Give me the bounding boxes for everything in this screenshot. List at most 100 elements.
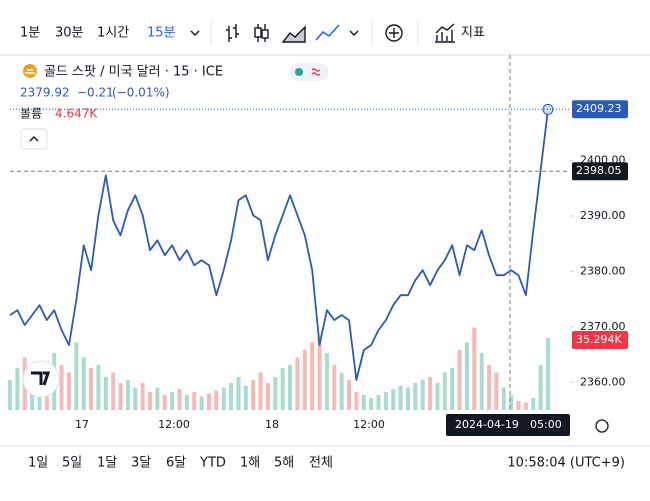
volume-bar <box>118 383 123 410</box>
add-icon[interactable] <box>385 24 403 42</box>
range-button[interactable]: 6달 <box>166 456 186 471</box>
legend-change-pct: (−0.01%) <box>112 86 170 100</box>
volume-value: 4.647K <box>55 107 98 121</box>
crosshair-time: 05:00 <box>530 418 562 431</box>
volume-bar <box>494 372 499 410</box>
volume-label-box <box>572 331 628 349</box>
range-button[interactable]: 1해 <box>240 456 260 471</box>
indicator-icon[interactable] <box>435 23 455 43</box>
y-tick-label: 2380.00 <box>580 264 626 277</box>
volume-bar <box>133 387 138 410</box>
volume-bar <box>81 357 86 410</box>
interval[interactable]: 1시간 <box>97 26 129 41</box>
volume-bar <box>184 395 189 410</box>
volume-bar <box>170 392 175 410</box>
logo <box>31 371 51 386</box>
collapse-icon[interactable] <box>29 136 39 142</box>
range-button[interactable]: 3달 <box>131 456 151 471</box>
volume-bar <box>442 372 447 410</box>
status-pill[interactable] <box>289 63 329 81</box>
candle-icon[interactable] <box>254 27 262 38</box>
volume-bar <box>243 386 248 410</box>
volume-bar <box>428 377 433 410</box>
volume-bar <box>383 392 388 410</box>
crosshair-date: 2024-04-19 <box>455 418 519 431</box>
volume-bar <box>199 396 204 410</box>
volume-bar <box>472 327 477 410</box>
volume-name: 볼륨 <box>20 107 42 121</box>
volume-bar <box>538 365 543 410</box>
volume-bar <box>96 365 101 410</box>
settings-icon[interactable] <box>595 419 609 433</box>
range-button[interactable]: 1달 <box>97 456 117 471</box>
volume-bar <box>162 395 167 410</box>
volume-label: 35.294K <box>576 333 622 346</box>
volume-bar <box>251 380 256 410</box>
crosshair-price-label: 2398.05 <box>576 164 622 177</box>
range-button[interactable]: 5일 <box>62 456 82 471</box>
range-button[interactable]: 전체 <box>309 456 333 471</box>
last-price-box <box>572 100 628 119</box>
symbol: 골드 스팟 / 미국 달러 · 15 · ICE <box>44 65 223 80</box>
range-button[interactable]: 1일 <box>28 456 48 471</box>
volume-bar <box>236 377 241 410</box>
volume-bar <box>125 380 130 410</box>
interval-active[interactable]: 15분 <box>147 26 176 41</box>
volume-bar <box>15 368 20 410</box>
y-tick-label: 2360.00 <box>580 375 626 388</box>
volume-bar <box>66 372 71 410</box>
volume-bar <box>302 350 307 410</box>
volume-bar <box>509 395 514 410</box>
symbol-logo <box>25 69 35 74</box>
volume-bar <box>324 353 329 410</box>
range-button[interactable]: YTD <box>199 456 226 471</box>
bars-icon[interactable] <box>226 24 239 42</box>
volume-bar <box>74 342 79 410</box>
volume-bar <box>148 392 153 410</box>
volume-bar <box>317 335 322 410</box>
interval[interactable]: 1분 <box>20 26 40 41</box>
volume-bar <box>479 353 484 410</box>
area-icon[interactable] <box>281 25 306 43</box>
chevron[interactable] <box>349 30 359 36</box>
volume-bar <box>89 368 94 410</box>
volume-bar <box>391 389 396 410</box>
collapse-button[interactable] <box>20 128 48 150</box>
last-price-label: 2409.23 <box>576 102 622 115</box>
x-tick-label: 18 <box>265 418 279 431</box>
interval[interactable]: 30분 <box>55 26 84 41</box>
clock: 10:58:04 (UTC+9) <box>507 456 625 471</box>
volume-bar <box>155 387 160 410</box>
volume-bar <box>516 401 521 410</box>
chevron[interactable] <box>190 30 200 36</box>
volume-bar <box>177 389 182 410</box>
volume-bar <box>523 402 528 410</box>
legend-change: −0.21 <box>77 86 114 100</box>
volume-bar <box>464 342 469 410</box>
indicators[interactable]: 지표 <box>461 26 485 41</box>
candle-icon[interactable] <box>261 29 269 39</box>
line-icon[interactable] <box>315 24 340 41</box>
volume-bar <box>103 377 108 410</box>
volume-bar <box>354 392 359 410</box>
volume-bar <box>405 387 410 410</box>
volume-bar <box>8 380 12 410</box>
volume-bar <box>59 365 64 410</box>
volume-bar <box>111 372 116 410</box>
volume-bar <box>435 383 440 410</box>
volume-bar <box>361 395 366 410</box>
y-tick-label: 2390.00 <box>580 209 626 222</box>
volume-bar <box>413 383 418 410</box>
range-button[interactable]: 5해 <box>274 456 294 471</box>
volume-bar <box>450 368 455 410</box>
volume-bar <box>546 338 550 410</box>
x-tick-label: 17 <box>75 418 89 431</box>
status-icon <box>311 68 321 76</box>
volume-bar <box>295 357 300 410</box>
add-icon[interactable] <box>389 28 399 38</box>
volume-bar <box>332 365 337 410</box>
volume-bar <box>221 387 226 410</box>
legend-price: 2379.92 <box>20 86 70 100</box>
